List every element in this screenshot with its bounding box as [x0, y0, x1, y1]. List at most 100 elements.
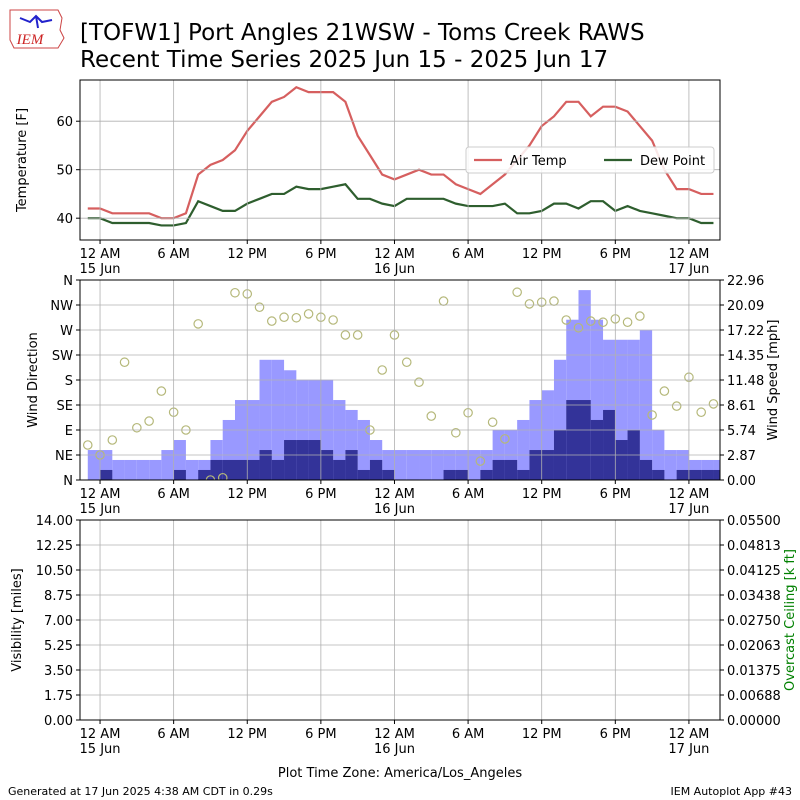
y-tick-label: E [65, 424, 73, 439]
plot-area [87, 86, 714, 227]
direction-point [291, 312, 302, 323]
x-tick-label: 6 PM [600, 247, 631, 262]
wind-bar [443, 469, 456, 480]
x-tick-label: 6 PM [305, 247, 336, 262]
line-series [87, 183, 714, 227]
direction-point [193, 319, 203, 329]
legend-label: Dew Point [640, 154, 705, 169]
y-tick-label: 12.25 [36, 539, 73, 554]
logo-text: IEM [16, 32, 45, 48]
y-axis-label: Temperature [F] [15, 108, 30, 213]
wind-bar [259, 359, 272, 480]
x-tick-label: 12 AM 15 Jun [80, 487, 121, 517]
wind-bar [394, 450, 407, 480]
wind-bar [173, 469, 186, 480]
x-tick-label: 12 AM 15 Jun [80, 727, 121, 757]
direction-point [279, 312, 289, 323]
wind-bar [603, 409, 616, 480]
wind-bar [652, 469, 665, 480]
x-tick-label: 6 AM [157, 247, 190, 262]
direction-point [487, 417, 498, 428]
wind-bar [296, 440, 309, 480]
direction-point [500, 434, 510, 444]
direction-point [426, 411, 437, 421]
wind-bar [161, 450, 174, 480]
wind-bar [247, 459, 260, 480]
x-tick-label: 12 AM 16 Jun [374, 727, 415, 757]
wind-bar [517, 419, 530, 480]
x-tick-label: 12 AM 16 Jun [374, 247, 415, 277]
wind-bar [185, 459, 199, 480]
direction-point [217, 472, 228, 480]
direction-point [561, 315, 572, 325]
wind-bar [590, 419, 604, 480]
y-tick-label: N [63, 474, 73, 489]
title-line: [TOFW1] Port Angles 21WSW - Toms Creek R… [80, 20, 645, 46]
y-axis-label: Visibility [miles] [10, 568, 25, 671]
y2-tick-label: 0.03438 [727, 589, 781, 604]
wind-bar [271, 359, 285, 480]
wind-bar [357, 419, 370, 480]
footer-right: IEM Autoplot App #43 [671, 785, 793, 798]
direction-point [132, 422, 142, 433]
wind-bar [369, 459, 383, 480]
wind-bar [701, 469, 714, 480]
y2-axis-label: Wind Speed [mph] [766, 320, 781, 441]
x-tick-label: 12 PM [227, 487, 267, 502]
wind-bar [615, 440, 628, 480]
direction-point [659, 386, 670, 396]
y2-tick-label: 17.22 [727, 324, 764, 339]
y2-tick-label: 22.96 [727, 274, 764, 289]
y2-tick-label: 20.09 [727, 299, 764, 314]
wind-bar [492, 459, 505, 480]
x-tick-label: 6 AM [452, 727, 485, 742]
wind-bar [100, 469, 113, 480]
x-tick-label: 12 PM [522, 727, 562, 742]
x-tick-label: 12 AM 15 Jun [80, 247, 121, 277]
direction-point [438, 296, 449, 306]
plot-frame [79, 279, 721, 481]
x-tick-label: 6 PM [600, 487, 631, 502]
y-tick-label: 1.75 [44, 689, 73, 704]
direction-point [598, 317, 608, 328]
x-tick-label: 12 PM [227, 727, 267, 742]
direction-point [107, 435, 118, 445]
y-tick-label: SE [57, 399, 73, 414]
y-tick-label: 5.25 [44, 639, 73, 654]
y-tick-label: 50 [56, 164, 73, 179]
direction-point [549, 296, 559, 306]
x-tick-label: 6 AM [157, 727, 190, 742]
x-tick-label: 12 PM [522, 247, 562, 262]
plot-area [82, 287, 720, 480]
wind-bar [87, 450, 101, 480]
y2-tick-label: 11.48 [727, 374, 764, 389]
wind-bar [688, 469, 702, 480]
y2-tick-label: 14.35 [727, 349, 764, 364]
wind-bar [676, 469, 689, 480]
legend-box [465, 146, 715, 174]
y2-tick-label: 0.00000 [727, 714, 781, 729]
wind-bar [713, 469, 720, 480]
direction-point [254, 302, 265, 313]
wind-bar [419, 450, 432, 480]
y-tick-label: 7.00 [44, 614, 73, 629]
direction-point [156, 386, 167, 396]
wind-bar [529, 450, 542, 480]
x-tick-label: 6 AM [452, 247, 485, 262]
y-tick-label: SW [52, 349, 73, 364]
direction-point [585, 316, 596, 326]
x-tick-label: 12 AM 17 Jun [668, 487, 709, 517]
wind-bar [345, 450, 358, 480]
wind-bar [504, 459, 518, 480]
x-axis-label: Plot Time Zone: America/Los_Angeles [278, 766, 522, 781]
direction-point [451, 427, 461, 438]
y-tick-label: S [65, 374, 73, 389]
y2-axis-label: Overcast Ceiling [k ft] [783, 549, 798, 691]
direction-point [266, 316, 277, 326]
wind-bar [333, 459, 346, 480]
y-tick-label: NW [50, 299, 73, 314]
y2-tick-label: 0.01375 [727, 664, 781, 679]
wind-bar [234, 459, 248, 480]
